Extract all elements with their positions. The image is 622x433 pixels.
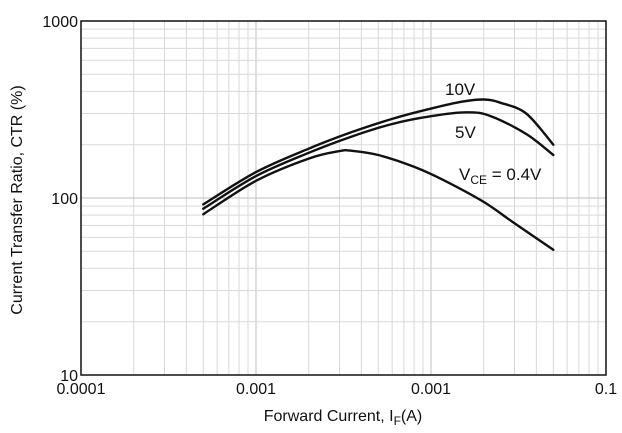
x-axis-label-suffix: (A) <box>401 408 422 425</box>
series-label-vce-sub: CE <box>470 173 487 187</box>
series-label-vce: VCE = 0.4V <box>459 165 542 187</box>
x-axis-label-main: Forward Current, I <box>264 408 394 425</box>
grid-lines <box>81 21 606 375</box>
y-tick-label: 10 <box>60 368 78 385</box>
series-vce-0.4v-curve <box>202 148 555 251</box>
x-tick-label: 0.001 <box>411 381 451 398</box>
x-tick-label: 0.0001 <box>57 381 106 398</box>
series-label-10v: 10V <box>445 80 476 99</box>
y-axis-label: Current Transfer Ratio, CTR (%) <box>9 85 26 314</box>
series-curves <box>202 98 555 251</box>
x-tick-label: 0.001 <box>236 381 276 398</box>
series-5v-curve <box>202 111 555 210</box>
series-label-5v: 5V <box>455 123 476 142</box>
plot-frame <box>80 20 607 376</box>
x-tick-labels: 0.0001 0.001 0.001 0.1 <box>57 381 618 398</box>
series-10v-curve <box>202 98 555 206</box>
x-axis-label-sub: F <box>394 414 401 428</box>
series-label-vce-main: V <box>459 165 471 184</box>
series-label-vce-suffix: = 0.4V <box>487 165 542 184</box>
y-tick-label: 1000 <box>42 14 78 31</box>
y-tick-labels: 10 100 1000 <box>42 14 78 385</box>
x-axis-label: Forward Current, IF(A) <box>264 408 422 428</box>
x-tick-label: 0.1 <box>595 381 617 398</box>
y-tick-label: 100 <box>51 191 78 208</box>
